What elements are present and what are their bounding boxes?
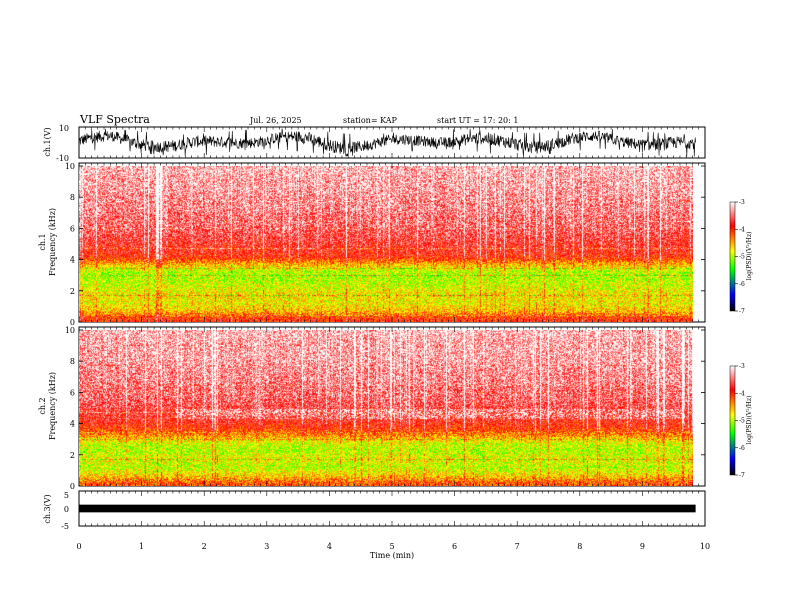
ch3-ytick-bottom: -5 xyxy=(61,522,69,531)
ch2-spectrogram-image xyxy=(79,330,693,486)
ch1-ytick-top: 10 xyxy=(59,124,69,133)
ch1-waveform-ylabel: ch.1(V) xyxy=(43,127,52,156)
time-tick-label: 6 xyxy=(452,542,457,551)
ch1-waveform-panel: 10 -10 ch.1(V) xyxy=(43,124,706,163)
ch2-colorbar-tick-label: -3 xyxy=(739,363,745,370)
ch1-spectrogram-ytick-label: 2 xyxy=(70,287,75,296)
ch1-spectrogram-ytick-label: 10 xyxy=(65,162,75,171)
ch1-waveform-line xyxy=(78,128,696,157)
ch1-spectrogram-ytick-label: 4 xyxy=(70,256,75,265)
time-axis-labels: 0 1 2 3 4 5 6 7 8 9 10 xyxy=(76,542,710,551)
time-tick-label: 0 xyxy=(76,542,81,551)
ch2-colorbar: -3 -4 -5 -6 -7 log(PSD)(V²/Hz) xyxy=(729,363,753,479)
ch2-spectrogram-ytick-label: 8 xyxy=(70,357,75,366)
ch2-colorbar-label: log(PSD)(V²/Hz) xyxy=(746,396,753,445)
ch3-ytick-middle: 0 xyxy=(64,505,69,514)
time-tick-label: 1 xyxy=(139,542,144,551)
ch1-ytick-bottom: -10 xyxy=(56,154,69,163)
ch1-colorbar-tick-label: -4 xyxy=(739,226,745,233)
time-tick-label: 8 xyxy=(577,542,582,551)
time-axis-title: Time (min) xyxy=(370,551,414,560)
ch1-frequency-ylabel: Frequency (kHz) xyxy=(48,208,57,276)
ch3-waveform-ylabel: ch.3(V) xyxy=(43,494,52,523)
ch2-colorbar-tick-label: -7 xyxy=(739,472,745,479)
ch1-colorbar-tick-label: -6 xyxy=(739,281,745,288)
ch2-spectrogram-ytick-label: 2 xyxy=(70,451,75,460)
time-tick-label: 7 xyxy=(515,542,520,551)
ch3-waveform-series xyxy=(79,504,696,513)
ch1-spectrogram-ytick-label: 0 xyxy=(70,318,75,327)
ch2-colorbar-gradient xyxy=(729,365,736,476)
figure-title: VLF Spectra xyxy=(79,113,150,126)
ch1-waveform-series xyxy=(78,128,696,157)
date-label: Jul. 26, 2025 xyxy=(249,116,302,125)
ch1-colorbar: -3 -4 -5 -6 -7 log(PSD)(V²/Hz) xyxy=(729,199,753,315)
ch1-colorbar-tick-label: -5 xyxy=(739,254,745,261)
ch2-spectrogram-panel: 0 2 4 6 8 10 ch.2 Frequency (kHz) -3 -4 -5 -6 -7 … xyxy=(38,326,753,491)
ch1-spectrogram-ytick-label: 6 xyxy=(70,224,75,233)
time-axis-ticks xyxy=(78,127,706,526)
ch1-channel-label: ch.1 xyxy=(38,233,47,250)
ch1-colorbar-ticks: -3 -4 -5 -6 -7 xyxy=(735,199,745,315)
time-tick-label: 10 xyxy=(700,542,710,551)
ch1-colorbar-label: log(PSD)(V²/Hz) xyxy=(746,232,753,281)
ch2-spectrogram-yticks: 0 2 4 6 8 10 xyxy=(65,326,705,491)
ch2-colorbar-tick-label: -5 xyxy=(739,418,745,425)
ch1-spectrogram-yticks: 0 2 4 6 8 10 xyxy=(65,162,705,327)
start-time-label: start UT = 17: 20: 1 xyxy=(437,116,518,125)
time-tick-label: 4 xyxy=(327,542,332,551)
ch1-spectrogram-ytick-label: 8 xyxy=(70,193,75,202)
ch1-colorbar-tick-label: -7 xyxy=(739,308,745,315)
time-tick-label: 2 xyxy=(202,542,207,551)
ch3-ytick-top: 5 xyxy=(64,491,69,500)
ch2-frequency-ylabel: Frequency (kHz) xyxy=(48,372,57,440)
ch2-colorbar-tick-label: -6 xyxy=(739,445,745,452)
ch2-spectrogram-ytick-label: 6 xyxy=(70,388,75,397)
time-tick-label: 9 xyxy=(640,542,645,551)
time-tick-label: 5 xyxy=(389,542,394,551)
ch1-spectrogram-image xyxy=(79,166,693,322)
ch2-spectrogram-ytick-label: 4 xyxy=(70,420,75,429)
ch2-spectrogram-ytick-label: 0 xyxy=(70,482,75,491)
time-tick-label: 3 xyxy=(264,542,269,551)
ch2-colorbar-ticks: -3 -4 -5 -6 -7 xyxy=(735,363,745,479)
ch1-colorbar-tick-label: -3 xyxy=(739,199,745,206)
ch2-channel-label: ch.2 xyxy=(38,397,47,414)
ch3-waveform-panel: 5 0 -5 ch.3(V) xyxy=(43,490,706,531)
ch1-colorbar-gradient xyxy=(729,201,736,312)
ch1-spectrogram-panel: 0 2 4 6 8 10 ch.1 Frequency (kHz) -3 -4 -5 -6 -7 … xyxy=(38,162,753,327)
ch2-spectrogram-ytick-label: 10 xyxy=(65,326,75,335)
ch2-colorbar-tick-label: -4 xyxy=(739,390,745,397)
station-label: station= KAP xyxy=(343,116,398,125)
